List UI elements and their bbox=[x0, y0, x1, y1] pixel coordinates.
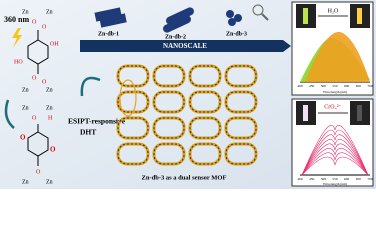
atom: O bbox=[42, 24, 47, 30]
pore bbox=[189, 143, 221, 165]
particle-label: Zn-db-1 bbox=[98, 31, 119, 37]
curved-arrow bbox=[4, 99, 15, 129]
atom: Zn bbox=[46, 9, 53, 15]
sheet bbox=[94, 7, 122, 22]
excitation-label: 360 nm bbox=[4, 15, 29, 24]
x-tick-label: 500 bbox=[321, 177, 327, 181]
pore bbox=[117, 65, 149, 87]
spectra bbox=[301, 125, 369, 176]
mof-caption: Zn-db-3 as a dual sensor MOF bbox=[142, 174, 227, 181]
x-tick-label: 400 bbox=[297, 84, 303, 88]
highlight bbox=[119, 79, 137, 117]
atom: HO bbox=[14, 59, 23, 65]
x-tick-label: 600 bbox=[344, 84, 350, 88]
pore bbox=[153, 65, 185, 87]
spectrum bbox=[305, 31, 370, 82]
atom: O bbox=[32, 115, 37, 121]
pore bbox=[189, 65, 221, 87]
x-tick-label: 600 bbox=[344, 177, 350, 181]
spectrum bbox=[301, 152, 369, 176]
atom: Zn bbox=[46, 105, 53, 111]
x-tick-label: 400 bbox=[297, 177, 303, 181]
x-tick-label: 650 bbox=[356, 177, 362, 181]
atom: O bbox=[50, 146, 56, 154]
atom: OH bbox=[50, 41, 59, 47]
sphere bbox=[234, 14, 242, 22]
spectrum bbox=[301, 134, 369, 176]
atom: Zn bbox=[22, 9, 29, 15]
particles bbox=[94, 7, 242, 33]
analyte-label: CrO₄²⁻ bbox=[324, 104, 341, 110]
axis-label: Wavelength (nm) bbox=[323, 90, 348, 94]
atom: O bbox=[32, 19, 37, 25]
pore bbox=[189, 117, 221, 139]
pore bbox=[153, 91, 185, 113]
vial bbox=[303, 8, 308, 24]
atom: O bbox=[20, 134, 26, 142]
atom: H bbox=[48, 115, 53, 121]
x-tick-label: 500 bbox=[321, 84, 327, 88]
atom: Zn bbox=[22, 179, 29, 185]
atom: Zn bbox=[46, 87, 53, 93]
spectrum bbox=[301, 125, 369, 176]
particle-label: Zn-db-2 bbox=[165, 34, 186, 40]
x-tick-label: 550 bbox=[332, 84, 338, 88]
mof-framework bbox=[116, 64, 258, 166]
rod bbox=[166, 7, 194, 25]
shape: 400 450 500 550 600 650 700 bbox=[297, 177, 373, 181]
pore bbox=[189, 91, 221, 113]
x-tick-label: 550 bbox=[332, 177, 338, 181]
pore bbox=[225, 91, 257, 113]
spectrum bbox=[301, 156, 369, 176]
pore bbox=[117, 143, 149, 165]
analyte-label: H₂O bbox=[328, 8, 339, 14]
spectrum bbox=[301, 129, 369, 176]
nanoscale-arrow bbox=[80, 40, 291, 52]
x-tick-label: 450 bbox=[309, 84, 315, 88]
shape: 400 450 500 550 600 650 700 bbox=[297, 84, 373, 88]
vial bbox=[303, 105, 308, 121]
spectrum bbox=[301, 143, 369, 176]
atom: Zn bbox=[22, 105, 29, 111]
magnifier bbox=[252, 4, 264, 16]
atom: O bbox=[42, 79, 47, 85]
pore bbox=[225, 143, 257, 165]
magnifier bbox=[261, 13, 269, 21]
atom: Zn bbox=[22, 87, 29, 93]
sheet bbox=[99, 13, 127, 28]
vial bbox=[357, 105, 362, 121]
pore bbox=[225, 117, 257, 139]
x-tick-label: 450 bbox=[309, 177, 315, 181]
atom: Zn bbox=[46, 179, 53, 185]
curved-arrow bbox=[80, 76, 101, 97]
process-label: DHT bbox=[80, 128, 96, 137]
vial bbox=[357, 8, 362, 24]
graphical-abstract: 360 nm Zn Zn O O HO OH O O Zn Zn Zn Zn O… bbox=[0, 0, 376, 189]
atom: O bbox=[32, 75, 37, 81]
pore bbox=[117, 117, 149, 139]
molecule-bottom bbox=[4, 99, 49, 166]
particle-label: Zn-db-3 bbox=[226, 31, 247, 37]
sphere bbox=[226, 10, 234, 18]
atom: O bbox=[36, 169, 41, 175]
sphere bbox=[228, 18, 236, 26]
axis-label: Wavelength (nm) bbox=[323, 182, 348, 186]
pore bbox=[153, 117, 185, 139]
x-tick-label: 700 bbox=[367, 177, 373, 181]
lightning-icon bbox=[12, 28, 22, 48]
x-tick-label: 650 bbox=[356, 84, 362, 88]
pore bbox=[225, 65, 257, 87]
spectrum bbox=[301, 139, 369, 176]
pore bbox=[153, 143, 185, 165]
rod bbox=[163, 15, 191, 33]
process-label: ESIPT-responsive bbox=[68, 117, 126, 126]
spectrum bbox=[301, 148, 369, 176]
x-tick-label: 700 bbox=[367, 84, 373, 88]
molecule-top bbox=[27, 30, 49, 74]
arrow-label: NANOSCALE bbox=[163, 42, 207, 50]
